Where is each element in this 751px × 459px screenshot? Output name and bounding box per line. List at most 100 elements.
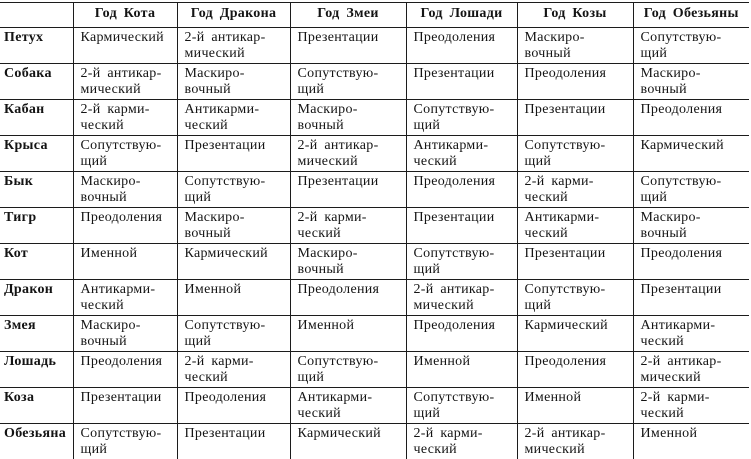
table-cell: Презентации [405,207,518,244]
table-cell: Кармический [289,423,407,459]
table-cell: Сопутствую- щий [405,387,518,424]
table-cell: Маскиро- вочный [289,99,407,136]
table-cell: Сопутствую- щий [516,135,634,172]
table-cell: Сопутствую- щий [632,27,749,64]
table-cell: Преодоления [516,351,634,388]
row-label: Обезьяна [0,423,74,459]
table-cell: Антикарми- ческий [72,279,178,316]
table-body: Петух Кармический 2-й антикар- мический Пре… [0,27,749,459]
table-cell: Презентации [289,171,407,208]
table-cell: Сопутствую- щий [176,171,291,208]
table-cell: Именной [289,315,407,352]
table-cell: Преодоления [289,279,407,316]
table-cell: Преодоления [405,27,518,64]
table-cell: Маскиро- вочный [516,27,634,64]
table-row: Тигр Преодоления Маскиро- вочный 2-й карми-… [0,207,749,244]
column-header: Год Змеи [289,2,407,28]
table-cell: Именной [176,279,291,316]
table-cell: Презентации [516,99,634,136]
row-label: Дракон [0,279,74,316]
table-cell: Презентации [176,135,291,172]
table-cell: 2-й карми- ческий [72,99,178,136]
table-row: Змея Маскиро- вочный Сопутствую- щий Именно… [0,315,749,352]
row-label: Петух [0,27,74,64]
table-cell: Преодоления [405,171,518,208]
table-cell: Презентации [289,27,407,64]
table-cell: Кармический [632,135,749,172]
table-cell: Презентации [405,63,518,100]
table-cell: Преодоления [632,99,749,136]
table-cell: 2-й карми- ческий [632,387,749,424]
table-cell: Преодоления [516,63,634,100]
row-label: Собака [0,63,74,100]
table-row: Петух Кармический 2-й антикар- мический Пре… [0,27,749,64]
table-cell: Преодоления [72,207,178,244]
table-row: Кабан 2-й карми- ческий Антикарми- ческий М… [0,99,749,136]
table-cell: Именной [632,423,749,459]
table-cell: Кармический [516,315,634,352]
table-row: Собака 2-й антикар- мический Маскиро- вочн… [0,63,749,100]
table-cell: Сопутствую- щий [72,423,178,459]
row-label: Змея [0,315,74,352]
corner-cell [0,2,74,28]
table-row: Бык Маскиро- вочный Сопутствую- щий Презент… [0,171,749,208]
table-cell: Сопутствую- щий [176,315,291,352]
row-label: Крыса [0,135,74,172]
table-cell: 2-й карми- ческий [289,207,407,244]
table-cell: Преодоления [405,315,518,352]
table-cell: 2-й антикар- мический [72,63,178,100]
table-cell: Именной [72,243,178,280]
table-cell: Преодоления [72,351,178,388]
table-cell: 2-й карми- ческий [516,171,634,208]
header-row: Год Кота Год Дракона Год Змеи Год Лошади Год… [0,2,749,28]
table-cell: Антикарми- ческий [405,135,518,172]
table-cell: 2-й антикар- мический [632,351,749,388]
row-label: Бык [0,171,74,208]
table-cell: Именной [405,351,518,388]
table-cell: 2-й антикар- мический [405,279,518,316]
table-cell: 2-й антикар- мический [516,423,634,459]
column-header: Год Обезьяны [632,2,749,28]
table-cell: Антикарми- ческий [632,315,749,352]
table-cell: Сопутствую- щий [405,99,518,136]
table-cell: Преодоления [176,387,291,424]
table-cell: Маскиро- вочный [632,207,749,244]
table-cell: Маскиро- вочный [632,63,749,100]
table-row: Крыса Сопутствую- щий Презентации 2-й антик… [0,135,749,172]
table-cell: Преодоления [632,243,749,280]
table-cell: Маскиро- вочный [72,171,178,208]
table-cell: Кармический [176,243,291,280]
table-cell: Презентации [72,387,178,424]
table-cell: Именной [516,387,634,424]
column-header: Год Козы [516,2,634,28]
table-cell: Маскиро- вочный [176,207,291,244]
table-cell: Антикарми- ческий [289,387,407,424]
table-cell: Сопутствую- щий [72,135,178,172]
table-cell: Антикарми- ческий [516,207,634,244]
table-cell: Презентации [176,423,291,459]
table-cell: 2-й карми- ческий [405,423,518,459]
row-label: Лошадь [0,351,74,388]
row-label: Коза [0,387,74,424]
table-row: Лошадь Преодоления 2-й карми- ческий Сопутс… [0,351,749,388]
table-cell: Сопутствую- щий [289,351,407,388]
column-header: Год Кота [72,2,178,28]
row-label: Тигр [0,207,74,244]
table-cell: 2-й антикар- мический [176,27,291,64]
table-row: Обезьяна Сопутствую- щий Презентации Кармич… [0,423,749,459]
table-cell: Маскиро- вочный [176,63,291,100]
table-cell: Сопутствую- щий [405,243,518,280]
table-cell: Антикарми- ческий [176,99,291,136]
table-cell: Презентации [632,279,749,316]
table-row: Дракон Антикарми- ческий Именной Преодолени… [0,279,749,316]
table-row: Коза Презентации Преодоления Антикарми- чес… [0,387,749,424]
table-cell: Сопутствую- щий [289,63,407,100]
column-header: Год Дракона [176,2,291,28]
table-cell: Маскиро- вочный [72,315,178,352]
row-label: Кабан [0,99,74,136]
table-cell: Сопутствую- щий [632,171,749,208]
row-label: Кот [0,243,74,280]
table-cell: 2-й карми- ческий [176,351,291,388]
